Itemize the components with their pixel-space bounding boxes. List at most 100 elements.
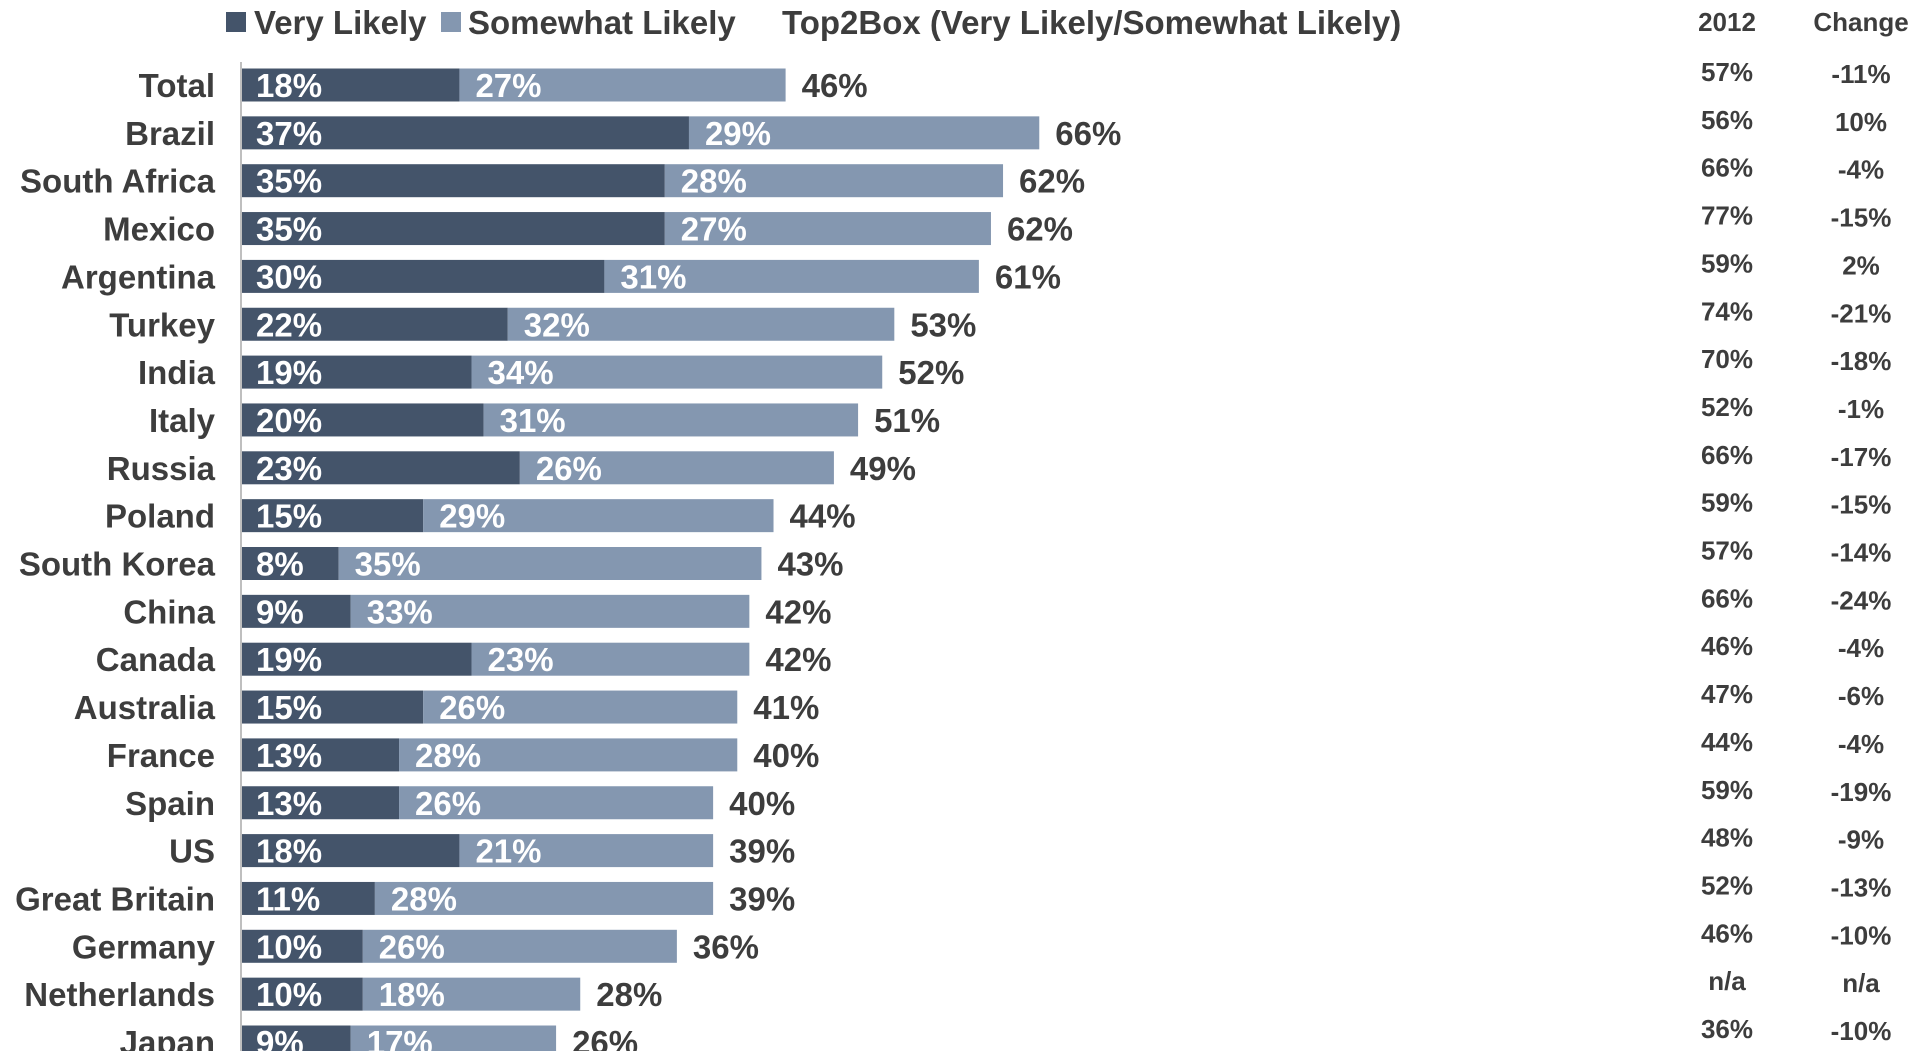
data-label-top2box-canada: 42% <box>765 641 831 678</box>
bar-somewhat-likely-china <box>350 594 750 628</box>
bar-somewhat-likely-netherlands <box>362 977 581 1011</box>
data-label-somewhat-likely-netherlands: 18% <box>379 976 445 1013</box>
category-label-great-britain: Great Britain <box>15 880 215 917</box>
column-header-change: Change <box>1813 7 1908 37</box>
data-label-top2box-india: 52% <box>898 354 964 391</box>
value-2012-spain: 59% <box>1701 775 1753 805</box>
value-2012-netherlands: n/a <box>1708 966 1746 996</box>
data-label-top2box-argentina: 61% <box>995 258 1061 295</box>
data-label-top2box-us: 39% <box>729 833 795 870</box>
category-label-turkey: Turkey <box>109 306 215 343</box>
category-label-total: Total <box>139 67 215 104</box>
bar-very-likely-mexico <box>242 212 665 246</box>
bar-somewhat-likely-turkey <box>507 307 895 341</box>
category-label-france: France <box>107 737 215 774</box>
bar-somewhat-likely-india <box>471 355 883 389</box>
data-label-top2box-china: 42% <box>765 593 831 630</box>
category-label-south-africa: South Africa <box>20 163 216 200</box>
value-change-great-britain: -13% <box>1831 872 1892 902</box>
value-2012-germany: 46% <box>1701 918 1753 948</box>
value-change-australia: -6% <box>1838 681 1884 711</box>
category-label-russia: Russia <box>107 450 216 487</box>
data-label-very-likely-spain: 13% <box>256 785 322 822</box>
value-2012-russia: 66% <box>1701 440 1753 470</box>
data-label-very-likely-germany: 10% <box>256 928 322 965</box>
value-change-spain: -19% <box>1831 777 1892 807</box>
data-label-very-likely-argentina: 30% <box>256 258 322 295</box>
bar-very-likely-india <box>242 355 472 389</box>
category-label-italy: Italy <box>149 402 216 439</box>
value-change-italy: -1% <box>1838 394 1884 424</box>
value-2012-south-korea: 57% <box>1701 536 1753 566</box>
value-2012-us: 48% <box>1701 823 1753 853</box>
category-label-india: India <box>138 354 216 391</box>
value-change-us: -9% <box>1838 825 1884 855</box>
data-label-top2box-france: 40% <box>753 737 819 774</box>
data-label-very-likely-south-africa: 35% <box>256 163 322 200</box>
bar-very-likely-france <box>242 738 400 772</box>
data-label-top2box-mexico: 62% <box>1007 211 1073 248</box>
bar-somewhat-likely-russia <box>519 451 834 485</box>
data-label-somewhat-likely-poland: 29% <box>439 498 505 535</box>
bar-somewhat-likely-argentina <box>604 259 979 293</box>
bar-somewhat-likely-germany <box>362 929 677 963</box>
column-header-2012: 2012 <box>1698 7 1756 37</box>
value-change-canada: -4% <box>1838 633 1884 663</box>
bar-somewhat-likely-poland <box>423 499 774 533</box>
value-change-mexico: -15% <box>1831 203 1892 233</box>
data-label-somewhat-likely-italy: 31% <box>500 402 566 439</box>
data-label-top2box-great-britain: 39% <box>729 880 795 917</box>
data-label-top2box-spain: 40% <box>729 785 795 822</box>
value-change-argentina: 2% <box>1842 250 1880 280</box>
data-label-somewhat-likely-france: 28% <box>415 737 481 774</box>
value-2012-india: 70% <box>1701 344 1753 374</box>
value-change-france: -4% <box>1838 729 1884 759</box>
data-label-somewhat-likely-us: 21% <box>475 833 541 870</box>
bar-very-likely-poland <box>242 499 424 533</box>
value-change-russia: -17% <box>1831 442 1892 472</box>
bar-very-likely-south-africa <box>242 164 665 198</box>
chart-rows: Total 18% 27% 46% 57% -11% Brazil 37% 29% 66% 56% 1… <box>15 57 1892 1056</box>
data-label-somewhat-likely-china: 33% <box>367 593 433 630</box>
bar-somewhat-likely-us <box>459 834 714 868</box>
bar-very-likely-spain <box>242 786 400 820</box>
data-label-top2box-poland: 44% <box>790 498 856 535</box>
value-change-netherlands: n/a <box>1842 968 1880 998</box>
bar-very-likely-australia <box>242 690 424 724</box>
data-label-very-likely-china: 9% <box>256 593 304 630</box>
bar-very-likely-china <box>242 594 351 628</box>
category-label-canada: Canada <box>96 641 216 678</box>
value-change-india: -18% <box>1831 346 1892 376</box>
value-change-total: -11% <box>1831 59 1890 89</box>
value-change-japan: -10% <box>1831 1016 1892 1046</box>
legend-label-top2box: Top2Box (Very Likely/Somewhat Likely) <box>782 4 1401 41</box>
bar-somewhat-likely-total <box>459 68 786 102</box>
value-2012-poland: 59% <box>1701 488 1753 518</box>
data-label-somewhat-likely-canada: 23% <box>488 641 554 678</box>
legend-label-somewhat-likely: Somewhat Likely <box>468 4 736 41</box>
bar-very-likely-turkey <box>242 307 508 341</box>
value-2012-france: 44% <box>1701 727 1753 757</box>
data-label-very-likely-us: 18% <box>256 833 322 870</box>
value-change-poland: -15% <box>1831 490 1892 520</box>
data-label-very-likely-poland: 15% <box>256 498 322 535</box>
data-label-somewhat-likely-south-africa: 28% <box>681 163 747 200</box>
value-2012-canada: 46% <box>1701 631 1753 661</box>
bar-somewhat-likely-south-africa <box>664 164 1004 198</box>
data-label-top2box-australia: 41% <box>753 689 819 726</box>
data-label-top2box-japan: 26% <box>572 1024 638 1051</box>
bar-somewhat-likely-great-britain <box>374 881 714 915</box>
value-change-germany: -10% <box>1831 920 1892 950</box>
data-label-top2box-brazil: 66% <box>1055 115 1121 152</box>
data-label-top2box-turkey: 53% <box>910 306 976 343</box>
bar-somewhat-likely-brazil <box>688 116 1040 150</box>
data-label-very-likely-canada: 19% <box>256 641 322 678</box>
legend-label-very-likely: Very Likely <box>254 4 427 41</box>
legend-swatch-somewhat-likely <box>441 12 461 32</box>
value-change-china: -24% <box>1831 585 1892 615</box>
category-label-argentina: Argentina <box>61 258 216 295</box>
data-label-somewhat-likely-russia: 26% <box>536 450 602 487</box>
data-label-top2box-germany: 36% <box>693 928 759 965</box>
bar-very-likely-germany <box>242 929 363 963</box>
